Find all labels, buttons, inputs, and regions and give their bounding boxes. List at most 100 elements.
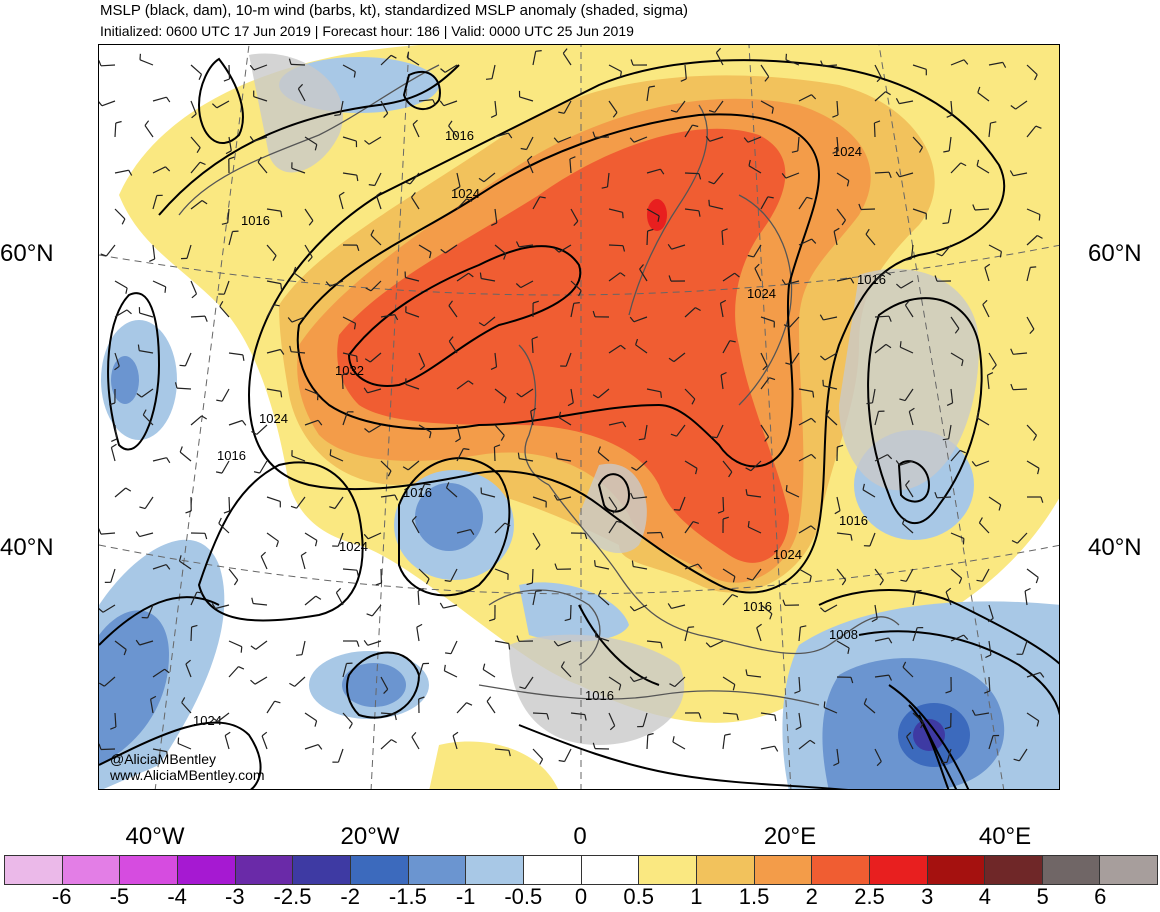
wind-barb — [558, 244, 572, 253]
wind-barb — [494, 388, 507, 399]
wind-barb — [836, 208, 846, 221]
wind-barb-flag — [448, 300, 453, 306]
wind-barb — [904, 388, 914, 401]
wind-barb — [450, 640, 458, 654]
colorbar-swatch — [523, 856, 582, 884]
isobar-label: 1016 — [743, 599, 772, 614]
wind-barb — [557, 458, 572, 462]
wind-barb-flag — [444, 579, 451, 582]
wind-barb — [337, 532, 344, 547]
wind-barb-flag — [688, 626, 695, 628]
wind-barb-flag — [432, 99, 436, 106]
wind-barb — [936, 496, 952, 499]
wind-barb-flag — [257, 156, 262, 163]
wind-barb — [982, 304, 990, 318]
wind-barb-flag — [149, 258, 155, 262]
wind-barb — [950, 532, 965, 539]
wind-barb-flag — [629, 137, 635, 143]
wind-barb-flag — [126, 309, 132, 315]
wind-barb-flag — [366, 613, 373, 617]
wind-barb-flag — [1035, 577, 1039, 584]
wind-barb — [642, 712, 648, 727]
wind-barb — [456, 529, 471, 534]
wind-barb-flag — [670, 109, 677, 113]
wind-barb — [216, 100, 230, 109]
wind-barb — [595, 565, 610, 570]
wind-barb-flag — [527, 155, 533, 161]
wind-barb — [633, 676, 648, 683]
wind-barb — [114, 424, 118, 439]
wind-barb-flag — [648, 85, 656, 88]
wind-barb-flag — [440, 248, 446, 254]
wind-barb-flag — [618, 684, 622, 691]
wind-barb — [720, 375, 724, 390]
wind-barb — [598, 595, 610, 606]
wind-barb — [684, 124, 693, 138]
colorbar-swatch — [1042, 856, 1101, 884]
wind-barb — [456, 380, 469, 390]
wind-barb-flag — [411, 732, 417, 738]
wind-barb — [798, 739, 811, 750]
wind-barb — [684, 460, 698, 469]
wind-barb — [676, 424, 686, 437]
wind-barb-flag — [196, 591, 203, 594]
wind-barb-flag — [507, 132, 513, 139]
wind-barb — [950, 59, 965, 66]
wind-barb-flag — [660, 532, 664, 539]
wind-barb — [902, 523, 914, 534]
wind-barb — [988, 496, 1002, 506]
anomaly-negative-1 — [342, 663, 406, 707]
wind-barb-flag — [390, 54, 397, 59]
wind-barb — [597, 388, 610, 399]
wind-barb — [409, 172, 420, 185]
wind-barb-flag — [942, 438, 949, 441]
wind-barb — [946, 748, 952, 763]
wind-barb-flag — [391, 739, 397, 744]
wind-barb — [988, 61, 1003, 66]
wind-barb — [494, 132, 509, 138]
wind-barb — [760, 352, 768, 366]
wind-barb — [190, 626, 193, 642]
wind-barb-flag — [558, 411, 562, 418]
wind-barb — [557, 496, 572, 501]
wind-barb — [301, 640, 306, 655]
wind-barb-flag — [888, 171, 892, 179]
wind-barb-flag — [987, 372, 994, 376]
wind-barb-flag — [199, 161, 206, 166]
wind-barb-flag — [783, 324, 790, 328]
isobar-label: 1024 — [193, 713, 222, 728]
wind-barbs — [99, 47, 1045, 767]
wind-barb — [293, 272, 306, 282]
wind-barb — [294, 676, 306, 687]
wind-barb — [304, 388, 319, 395]
wind-barb-flag — [972, 204, 976, 211]
isobar-label: 1024 — [833, 144, 862, 159]
wind-barb-flag — [865, 228, 870, 235]
wind-barb — [368, 136, 382, 145]
wind-barb-flag — [238, 666, 245, 670]
wind-barb — [342, 64, 356, 73]
wind-barb — [190, 591, 198, 606]
wind-barb-flag — [629, 676, 635, 682]
wind-barb-flag — [115, 120, 122, 124]
wind-barb-flag — [781, 173, 787, 179]
wind-barb — [446, 487, 458, 498]
wind-barb-flag — [99, 682, 105, 687]
wind-barb — [100, 532, 116, 535]
wind-barb-flag — [307, 256, 313, 262]
wind-barb — [139, 350, 154, 354]
wind-barb-flag — [251, 430, 257, 435]
wind-barb — [988, 640, 992, 655]
wind-barb-flag — [251, 597, 254, 604]
wind-barb-flag — [960, 162, 967, 167]
wind-barb-flag — [448, 120, 453, 127]
wind-barb — [411, 736, 420, 750]
wind-barb-flag — [241, 420, 247, 426]
wind-barb-flag — [660, 391, 662, 398]
wind-barb — [608, 421, 623, 426]
wind-barb-flag — [620, 344, 626, 350]
wind-barb — [481, 277, 496, 282]
wind-barb — [486, 701, 496, 714]
wind-barb-flag — [762, 365, 768, 371]
wind-barb-flag — [609, 725, 616, 731]
